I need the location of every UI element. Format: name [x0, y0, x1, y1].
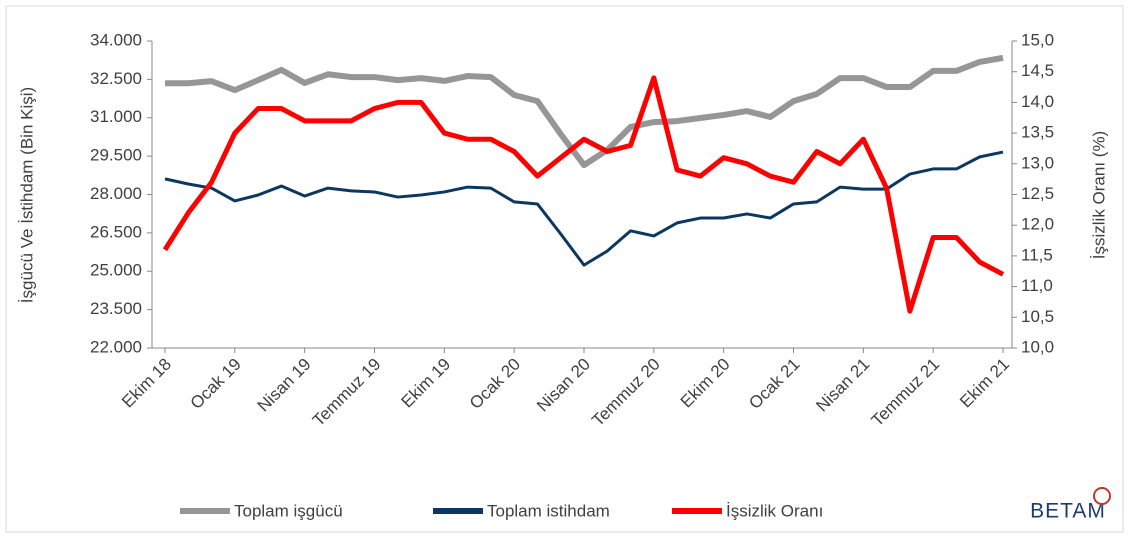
x-tick-label: Ekim 20 — [677, 355, 734, 412]
y2-tick-label: 14,0 — [1021, 92, 1054, 111]
y-tick-label: 32.500 — [90, 69, 142, 88]
y2-tick-label: 15,0 — [1021, 30, 1054, 49]
x-tick-label: Ocak 20 — [466, 355, 524, 413]
x-tick-label: Temmuz 21 — [868, 355, 944, 431]
x-tick-label: Nisan 19 — [254, 355, 315, 416]
x-tick-label: Ekim 19 — [397, 355, 454, 412]
y2-tick-label: 10,0 — [1021, 337, 1054, 356]
y2-tick-label: 14,5 — [1021, 61, 1054, 80]
y2-tick-label: 11,0 — [1021, 276, 1053, 295]
y-tick-label: 25.000 — [90, 261, 142, 280]
y-tick-label: 26.500 — [90, 222, 142, 241]
y2-tick-label: 13,5 — [1021, 123, 1054, 142]
series-line — [162, 75, 1005, 314]
y2-tick-label: 12,5 — [1021, 184, 1054, 203]
series-line — [164, 150, 1004, 267]
x-tick-label: Ekim 21 — [956, 355, 1013, 412]
x-tick-label: Ocak 21 — [745, 355, 803, 413]
chart-border — [5, 5, 1124, 533]
y-tick-label: 28.000 — [90, 184, 142, 203]
legend-label: İşsizlik Oranı — [726, 501, 823, 520]
y2-tick-label: 10,5 — [1021, 307, 1054, 326]
y-tick-label: 23.500 — [90, 299, 142, 318]
y2-tick-label: 13,0 — [1021, 153, 1054, 172]
logo: BETAM — [1030, 500, 1106, 523]
x-tick-label: Nisan 21 — [812, 355, 873, 416]
x-tick-label: Temmuz 19 — [309, 355, 385, 431]
x-tick-label: Ocak 19 — [187, 355, 245, 413]
y-tick-label: 31.000 — [90, 107, 142, 126]
y-tick-label: 29.500 — [90, 146, 142, 165]
y-tick-label: 34.000 — [90, 30, 142, 49]
y-axis-label: İşgücü Ve İstihdam (Bin Kişi) — [17, 87, 36, 303]
y2-axis-label: İşsizlik Oranı (%) — [1089, 131, 1108, 259]
legend-label: Toplam işgücü — [234, 501, 343, 520]
x-tick-label: Ekim 18 — [118, 355, 175, 412]
logo-icon — [1093, 487, 1111, 505]
x-tick-label: Nisan 20 — [533, 355, 594, 416]
y-tick-label: 22.000 — [90, 337, 142, 356]
series-line — [165, 54, 1004, 169]
y2-tick-label: 12,0 — [1021, 215, 1054, 234]
y2-tick-label: 11,5 — [1021, 245, 1053, 264]
legend-label: Toplam istihdam — [487, 501, 610, 520]
x-tick-label: Temmuz 20 — [588, 355, 664, 431]
